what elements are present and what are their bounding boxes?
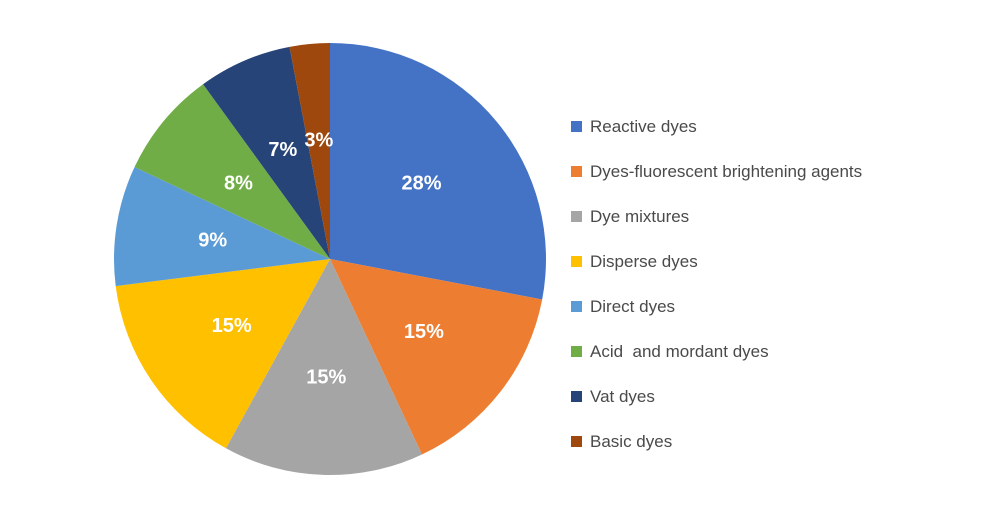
legend-label: Basic dyes [590,431,673,451]
pie-slice-7 [203,46,330,259]
data-label-5: 9% [198,229,227,251]
pie-data-labels: 28% 15% 15% 15% 9% 8% 7% 3% [198,130,444,389]
pie-slice-3 [225,259,422,475]
legend-item-5: Direct dyes [571,284,991,329]
legend-label: Dye mixtures [590,206,690,226]
data-label-7: 7% [268,139,297,161]
pie-slice-2 [330,259,543,455]
legend-item-2: Dyes-fluorescent brightening agents [571,149,991,194]
legend-swatch [571,301,582,312]
legend-swatch [571,166,582,177]
legend-label: Dyes-fluorescent brightening agents [590,161,863,181]
legend-item-1: Reactive dyes [571,104,991,149]
data-label-4: 15% [212,315,252,337]
pie-slices [113,43,546,475]
pie-slice-6 [134,84,330,259]
legend-label: Disperse dyes [590,251,698,271]
legend-label: Reactive dyes [590,116,697,136]
legend: Reactive dyes Dyes-fluorescent brightenin… [571,104,991,464]
data-label-1: 28% [401,172,441,194]
legend-swatch [571,256,582,267]
data-label-6: 8% [224,172,253,194]
legend-item-3: Dye mixtures [571,194,991,239]
legend-label: Acid and mordant dyes [590,341,769,361]
pie-slice-5 [113,167,330,287]
pie-slice-8 [289,43,330,259]
legend-item-7: Vat dyes [571,374,991,419]
legend-item-4: Disperse dyes [571,239,991,284]
data-label-8: 3% [304,130,333,152]
pie-slice-1 [330,43,546,300]
data-label-3: 15% [306,367,346,389]
legend-swatch [571,436,582,447]
legend-swatch [571,391,582,402]
legend-label: Vat dyes [590,386,655,406]
legend-swatch [571,211,582,222]
legend-swatch [571,121,582,132]
legend-swatch [571,346,582,357]
legend-label: Direct dyes [590,296,676,316]
legend-item-8: Basic dyes [571,419,991,464]
legend-item-6: Acid and mordant dyes [571,329,991,374]
data-label-2: 15% [404,321,444,343]
pie-slice-4 [115,259,330,449]
